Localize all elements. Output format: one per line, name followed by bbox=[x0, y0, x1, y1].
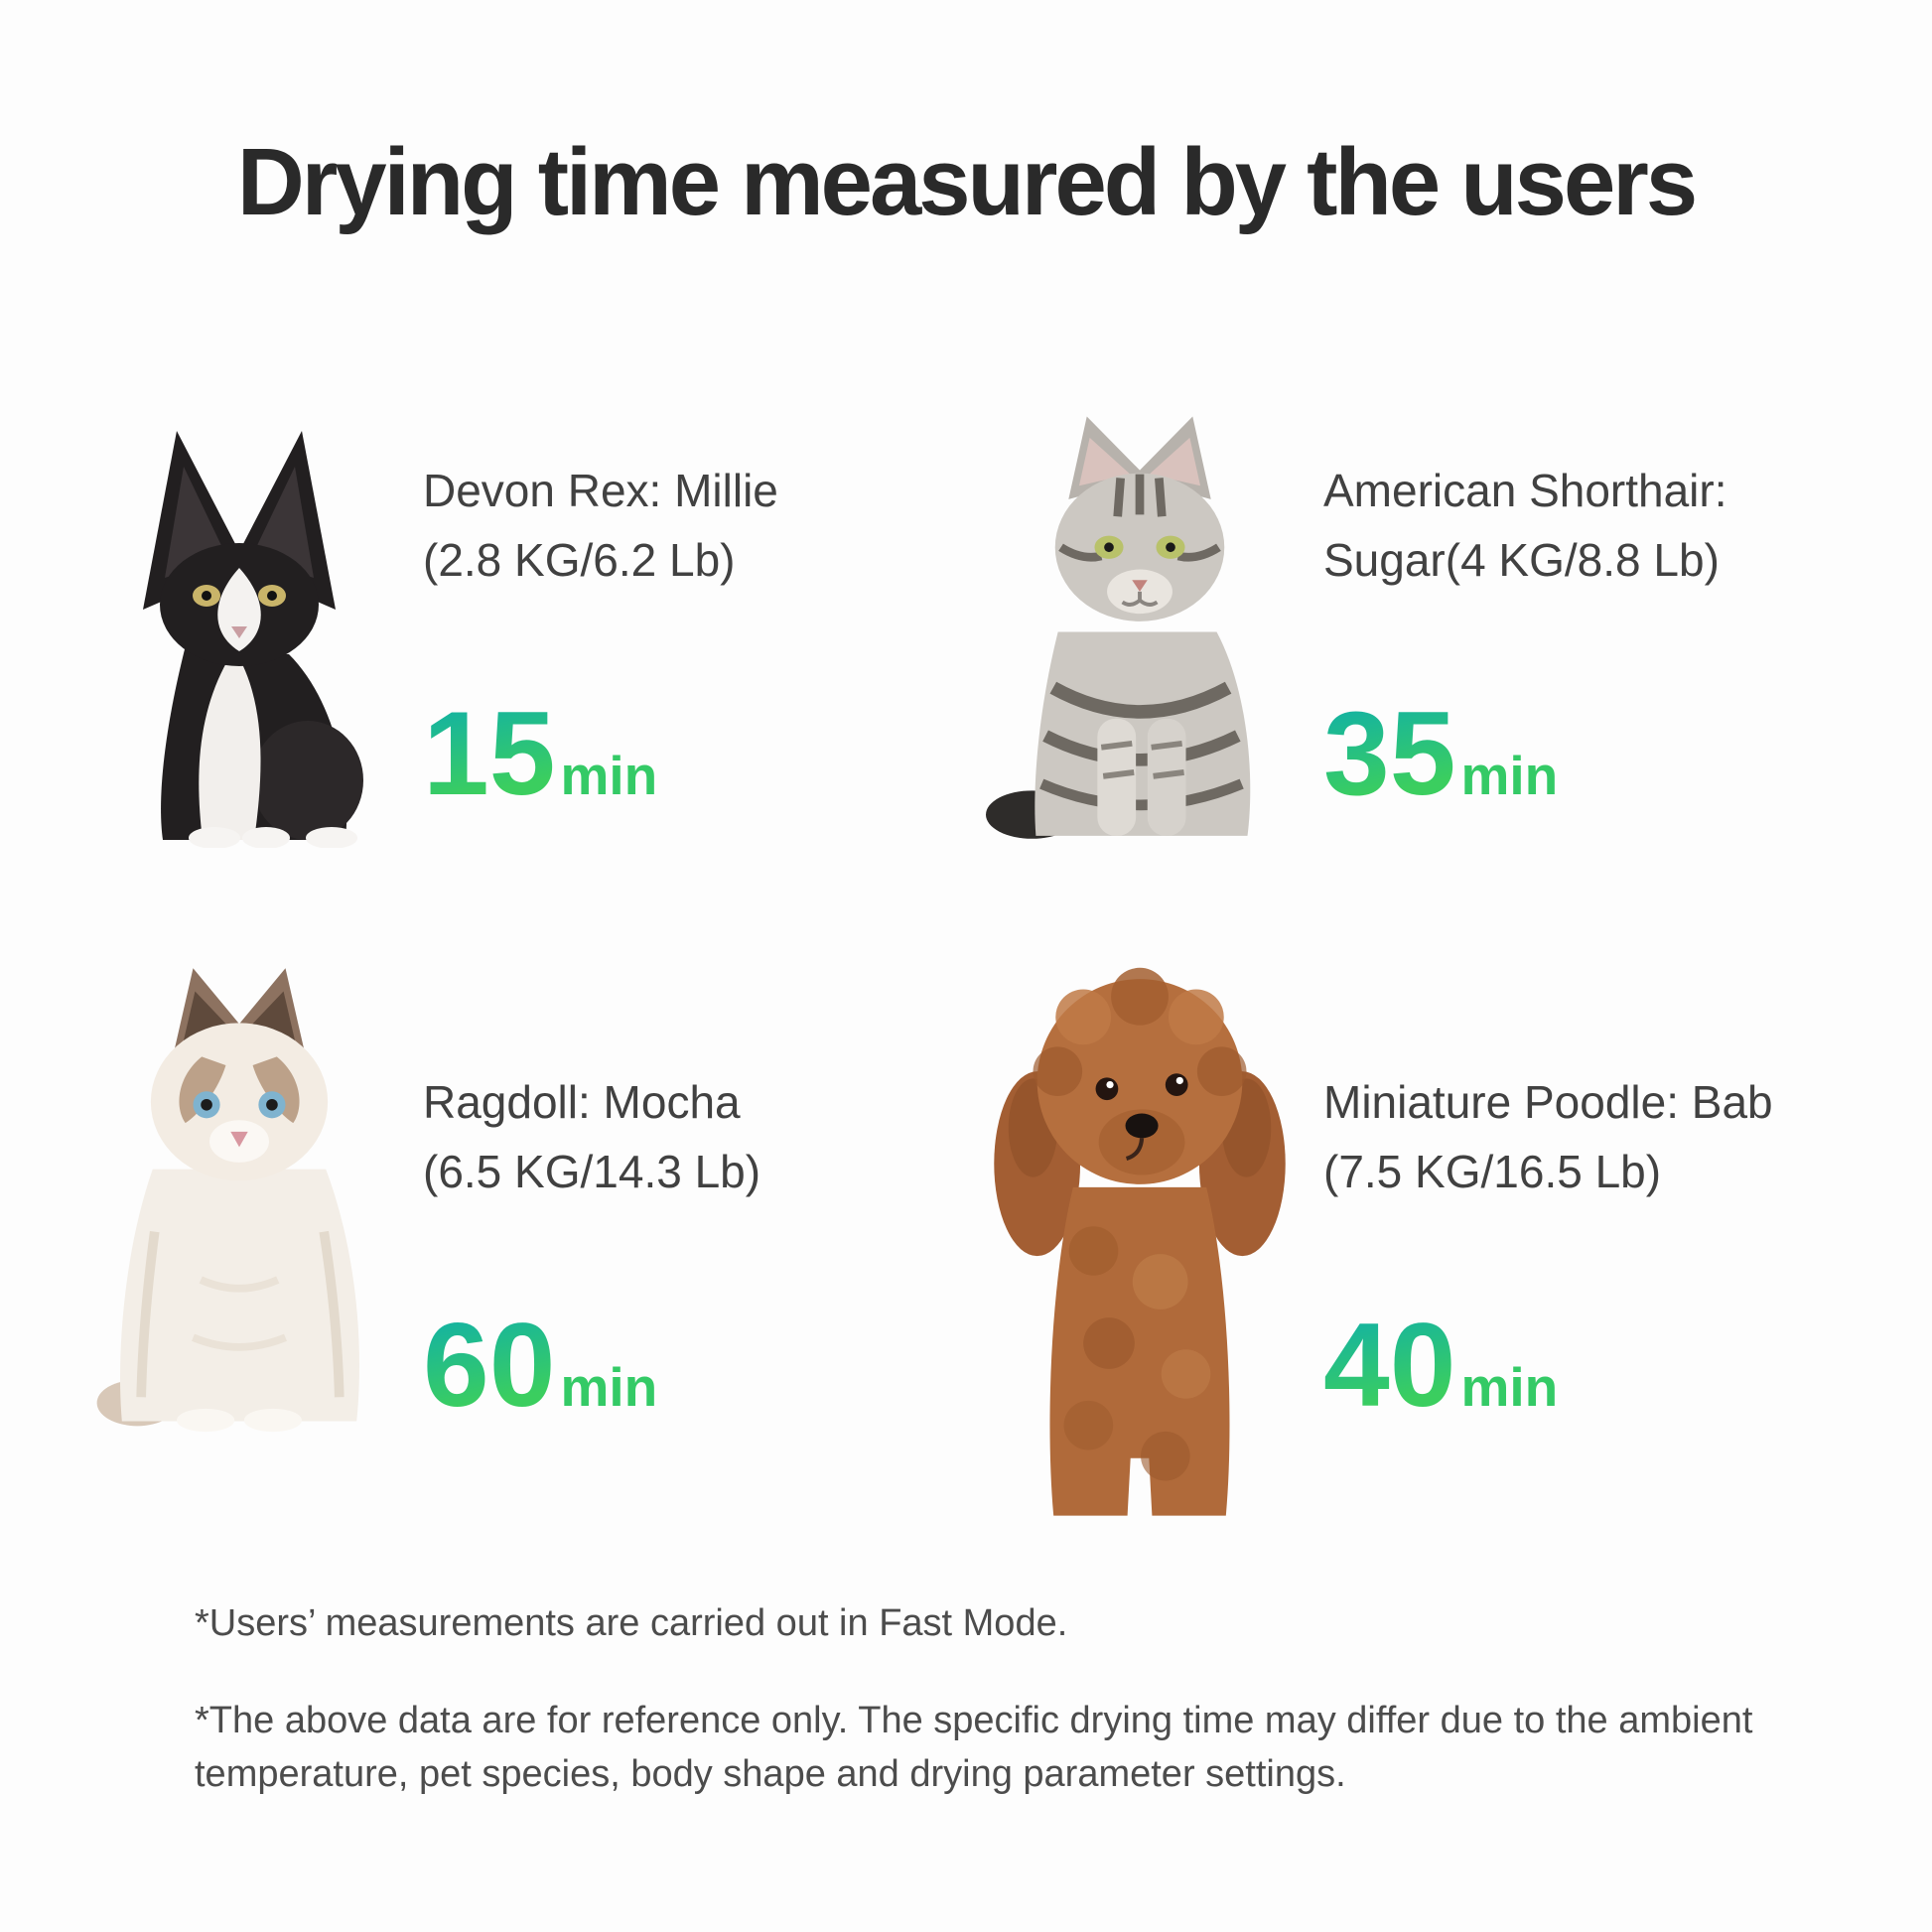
pet-name: Miniature Poodle: Bab (7.5 KG/16.5 Lb) bbox=[1323, 1068, 1773, 1207]
pet-weight-line: (6.5 KG/14.3 Lb) bbox=[423, 1145, 761, 1197]
pet-weight-line: Sugar(4 KG/8.8 Lb) bbox=[1323, 533, 1720, 586]
pet-breed-line: American Shorthair: bbox=[1323, 465, 1727, 516]
pet-info: Devon Rex: Millie (2.8 KG/6.2 Lb) 15 min bbox=[423, 401, 778, 820]
pets-grid: Devon Rex: Millie (2.8 KG/6.2 Lb) 15 min bbox=[85, 401, 1847, 1538]
drying-time-unit: min bbox=[560, 1355, 658, 1418]
pet-card-devon-rex: Devon Rex: Millie (2.8 KG/6.2 Lb) 15 min bbox=[85, 401, 946, 848]
pet-card-miniature-poodle: Miniature Poodle: Bab (7.5 KG/16.5 Lb) 4… bbox=[986, 943, 1847, 1538]
drying-time-value: 15 bbox=[423, 686, 556, 820]
pet-weight-line: (2.8 KG/6.2 Lb) bbox=[423, 533, 736, 586]
pet-breed-line: Miniature Poodle: Bab bbox=[1323, 1076, 1773, 1128]
drying-time-value: 60 bbox=[423, 1298, 556, 1432]
pet-info: American Shorthair: Sugar(4 KG/8.8 Lb) 3… bbox=[1323, 401, 1727, 820]
pet-name: American Shorthair: Sugar(4 KG/8.8 Lb) bbox=[1323, 457, 1727, 596]
pet-info: Miniature Poodle: Bab (7.5 KG/16.5 Lb) 4… bbox=[1323, 943, 1773, 1432]
devon-rex-cat-photo bbox=[85, 401, 393, 848]
pet-weight-line: (7.5 KG/16.5 Lb) bbox=[1323, 1145, 1662, 1197]
pet-card-american-shorthair: American Shorthair: Sugar(4 KG/8.8 Lb) 3… bbox=[986, 401, 1847, 848]
footnote-reference-disclaimer: *The above data are for reference only. … bbox=[195, 1700, 1753, 1796]
american-shorthair-cat-photo bbox=[986, 401, 1294, 844]
pet-breed-line: Devon Rex: Millie bbox=[423, 465, 778, 516]
drying-time-value: 35 bbox=[1323, 686, 1456, 820]
drying-time-unit: min bbox=[1460, 1355, 1559, 1418]
footnotes: *Users’ measurements are carried out in … bbox=[195, 1597, 1932, 1802]
pet-name: Devon Rex: Millie (2.8 KG/6.2 Lb) bbox=[423, 457, 778, 596]
miniature-poodle-dog-photo bbox=[986, 943, 1294, 1538]
footnote-fast-mode: *Users’ measurements are carried out in … bbox=[195, 1602, 1068, 1645]
drying-time: 60 min bbox=[423, 1298, 760, 1432]
drying-time-unit: min bbox=[1460, 744, 1559, 806]
pet-name: Ragdoll: Mocha (6.5 KG/14.3 Lb) bbox=[423, 1068, 760, 1207]
ragdoll-cat-photo bbox=[85, 943, 393, 1434]
drying-time: 15 min bbox=[423, 686, 778, 820]
drying-time: 35 min bbox=[1323, 686, 1727, 820]
pet-card-ragdoll: Ragdoll: Mocha (6.5 KG/14.3 Lb) 60 min bbox=[85, 943, 946, 1538]
drying-time-unit: min bbox=[560, 744, 658, 806]
pet-breed-line: Ragdoll: Mocha bbox=[423, 1076, 741, 1128]
pet-info: Ragdoll: Mocha (6.5 KG/14.3 Lb) 60 min bbox=[423, 943, 760, 1432]
drying-time: 40 min bbox=[1323, 1298, 1773, 1432]
drying-time-value: 40 bbox=[1323, 1298, 1456, 1432]
page-title: Drying time measured by the users bbox=[236, 128, 1698, 235]
